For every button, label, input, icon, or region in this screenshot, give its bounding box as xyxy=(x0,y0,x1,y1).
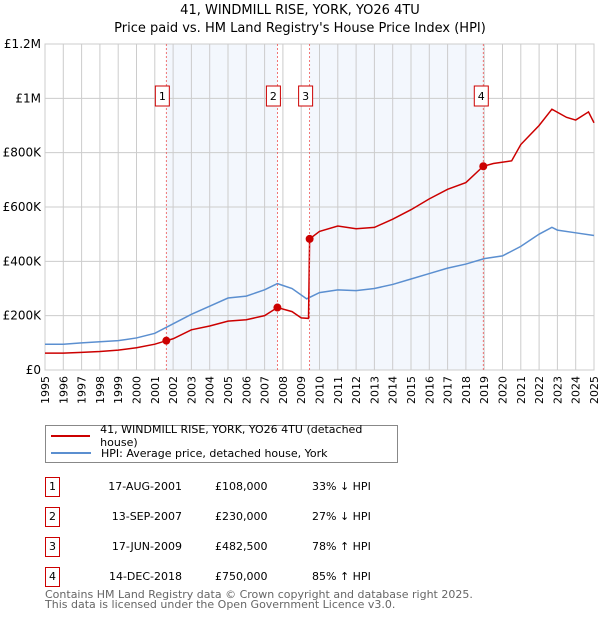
chart-title: 41, WINDMILL RISE, YORK, YO26 4TU xyxy=(180,3,420,18)
x-tick-label: 2015 xyxy=(405,376,418,404)
sale-badge: 1 xyxy=(45,477,60,497)
sale-hpi-diff: 78% ↑ HPI xyxy=(312,540,371,553)
legend-swatch-blue xyxy=(51,452,91,454)
footer-line2: This data is licensed under the Open Gov… xyxy=(45,598,396,611)
legend-item-hpi: HPI: Average price, detached house, York xyxy=(46,445,328,461)
chart-subtitle: Price paid vs. HM Land Registry's House … xyxy=(114,21,486,36)
x-tick-label: 2002 xyxy=(167,376,180,404)
sale-label: 1 xyxy=(159,90,166,103)
y-tick-label: £200K xyxy=(3,309,43,323)
sale-date: 17-AUG-2001 xyxy=(108,480,182,493)
legend-item-property: 41, WINDMILL RISE, YORK, YO26 4TU (detac… xyxy=(46,423,397,449)
x-tick-label: 1999 xyxy=(112,376,125,404)
x-tick-label: 2019 xyxy=(478,376,491,404)
y-tick-label: £400K xyxy=(3,254,43,268)
sale-badge: 4 xyxy=(45,567,60,587)
x-tick-label: 2023 xyxy=(551,376,564,404)
sale-hpi-diff: 33% ↓ HPI xyxy=(312,480,371,493)
sale-point xyxy=(273,303,282,312)
y-tick-label: £0 xyxy=(26,363,41,377)
y-tick-label: £1.2M xyxy=(4,37,41,51)
sale-label-box xyxy=(298,85,314,107)
plot-area: 1995 1996 1997 1998 1999 2000 2001 2002 2003 2004… xyxy=(3,37,600,404)
x-tick-label: 2010 xyxy=(314,376,327,404)
legend-swatch-red xyxy=(51,435,91,437)
x-tick-label: 2024 xyxy=(570,376,583,404)
x-tick-label: 2020 xyxy=(497,376,510,404)
x-tick-label: 2012 xyxy=(350,376,363,404)
x-tick-label: 2017 xyxy=(442,376,455,404)
sale-date: 14-DEC-2018 xyxy=(108,570,182,583)
x-tick-label: 2018 xyxy=(460,376,473,404)
sale-label: 4 xyxy=(478,90,485,103)
x-tick-label: 1997 xyxy=(76,376,89,404)
sale-price: £482,500 xyxy=(215,540,268,553)
x-tick-label: 1998 xyxy=(94,376,107,404)
sale-label-box xyxy=(473,85,489,107)
x-tick-label: 2008 xyxy=(277,376,290,404)
sale-badge: 3 xyxy=(45,537,60,557)
sale-hpi-diff: 27% ↓ HPI xyxy=(312,510,371,523)
x-tick-label: 2001 xyxy=(149,376,162,404)
y-tick-label: £1M xyxy=(15,91,41,105)
x-tick-label: 2005 xyxy=(222,376,235,404)
sale-price: £108,000 xyxy=(215,480,268,493)
y-tick-label: £600K xyxy=(3,200,43,214)
series-line xyxy=(45,108,595,354)
sale-point xyxy=(305,234,314,243)
x-tick-label: 2016 xyxy=(423,376,436,404)
legend-label: 41, WINDMILL RISE, YORK, YO26 4TU (detac… xyxy=(100,423,363,449)
sale-badge: 2 xyxy=(45,507,60,527)
sale-point xyxy=(479,162,488,171)
sale-label-box xyxy=(154,85,170,107)
x-tick-label: 2013 xyxy=(368,376,381,404)
x-tick-label: 2003 xyxy=(185,376,198,404)
sale-price: £750,000 xyxy=(215,570,268,583)
x-tick-label: 2009 xyxy=(295,376,308,404)
sale-price: £230,000 xyxy=(215,510,268,523)
plot-border xyxy=(44,43,595,371)
sale-date: 17-JUN-2009 xyxy=(111,540,182,553)
footer-line1: Contains HM Land Registry data © Crown c… xyxy=(45,588,473,601)
footer: Contains HM Land Registry data © Crown c… xyxy=(45,588,473,611)
y-tick-label: £800K xyxy=(3,146,43,160)
x-tick-label: 2014 xyxy=(387,376,400,404)
sale-label: 2 xyxy=(270,90,277,103)
x-tick-label: 2022 xyxy=(533,376,546,404)
series-line xyxy=(45,226,595,345)
sale-date: 13-SEP-2007 xyxy=(111,510,182,523)
sale-hpi-diff: 85% ↑ HPI xyxy=(312,570,371,583)
x-tick-label: 2007 xyxy=(259,376,272,404)
x-tick-label: 2011 xyxy=(332,376,345,404)
sale-label-box xyxy=(265,85,281,107)
x-tick-label: 2000 xyxy=(131,376,144,404)
x-tick-label: 1996 xyxy=(57,376,70,404)
sale-point xyxy=(162,336,171,345)
x-tick-label: 2025 xyxy=(588,376,600,404)
x-tick-label: 1995 xyxy=(39,376,52,404)
x-tick-label: 2004 xyxy=(204,376,217,404)
x-tick-label: 2006 xyxy=(240,376,253,404)
sale-label: 3 xyxy=(302,90,309,103)
legend-label: HPI: Average price, detached house, York xyxy=(101,446,328,460)
x-tick-label: 2021 xyxy=(515,376,528,404)
legend: 41, WINDMILL RISE, YORK, YO26 4TU (detac… xyxy=(45,423,398,463)
